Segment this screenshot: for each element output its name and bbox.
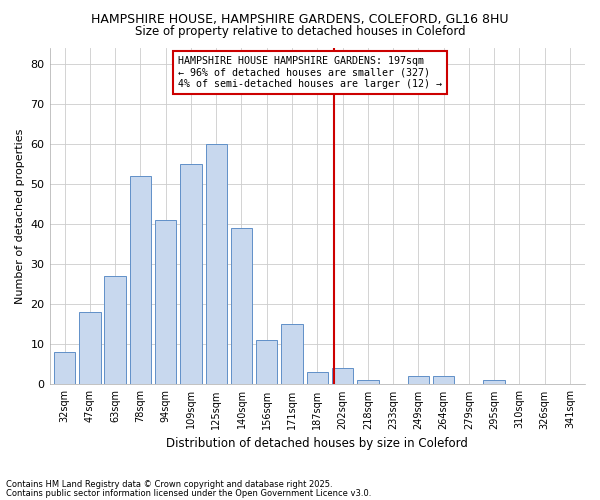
Bar: [484, 380, 505, 384]
X-axis label: Distribution of detached houses by size in Coleford: Distribution of detached houses by size …: [166, 437, 468, 450]
Bar: [155, 220, 176, 384]
Bar: [281, 324, 303, 384]
Y-axis label: Number of detached properties: Number of detached properties: [15, 128, 25, 304]
Text: HAMPSHIRE HOUSE HAMPSHIRE GARDENS: 197sqm
← 96% of detached houses are smaller (: HAMPSHIRE HOUSE HAMPSHIRE GARDENS: 197sq…: [178, 56, 442, 88]
Bar: [357, 380, 379, 384]
Bar: [180, 164, 202, 384]
Bar: [256, 340, 277, 384]
Bar: [206, 144, 227, 384]
Bar: [79, 312, 101, 384]
Bar: [332, 368, 353, 384]
Bar: [54, 352, 76, 384]
Text: HAMPSHIRE HOUSE, HAMPSHIRE GARDENS, COLEFORD, GL16 8HU: HAMPSHIRE HOUSE, HAMPSHIRE GARDENS, COLE…: [91, 12, 509, 26]
Text: Contains public sector information licensed under the Open Government Licence v3: Contains public sector information licen…: [6, 488, 371, 498]
Bar: [307, 372, 328, 384]
Bar: [433, 376, 454, 384]
Text: Contains HM Land Registry data © Crown copyright and database right 2025.: Contains HM Land Registry data © Crown c…: [6, 480, 332, 489]
Bar: [407, 376, 429, 384]
Bar: [104, 276, 126, 384]
Bar: [231, 228, 252, 384]
Bar: [130, 176, 151, 384]
Text: Size of property relative to detached houses in Coleford: Size of property relative to detached ho…: [134, 25, 466, 38]
